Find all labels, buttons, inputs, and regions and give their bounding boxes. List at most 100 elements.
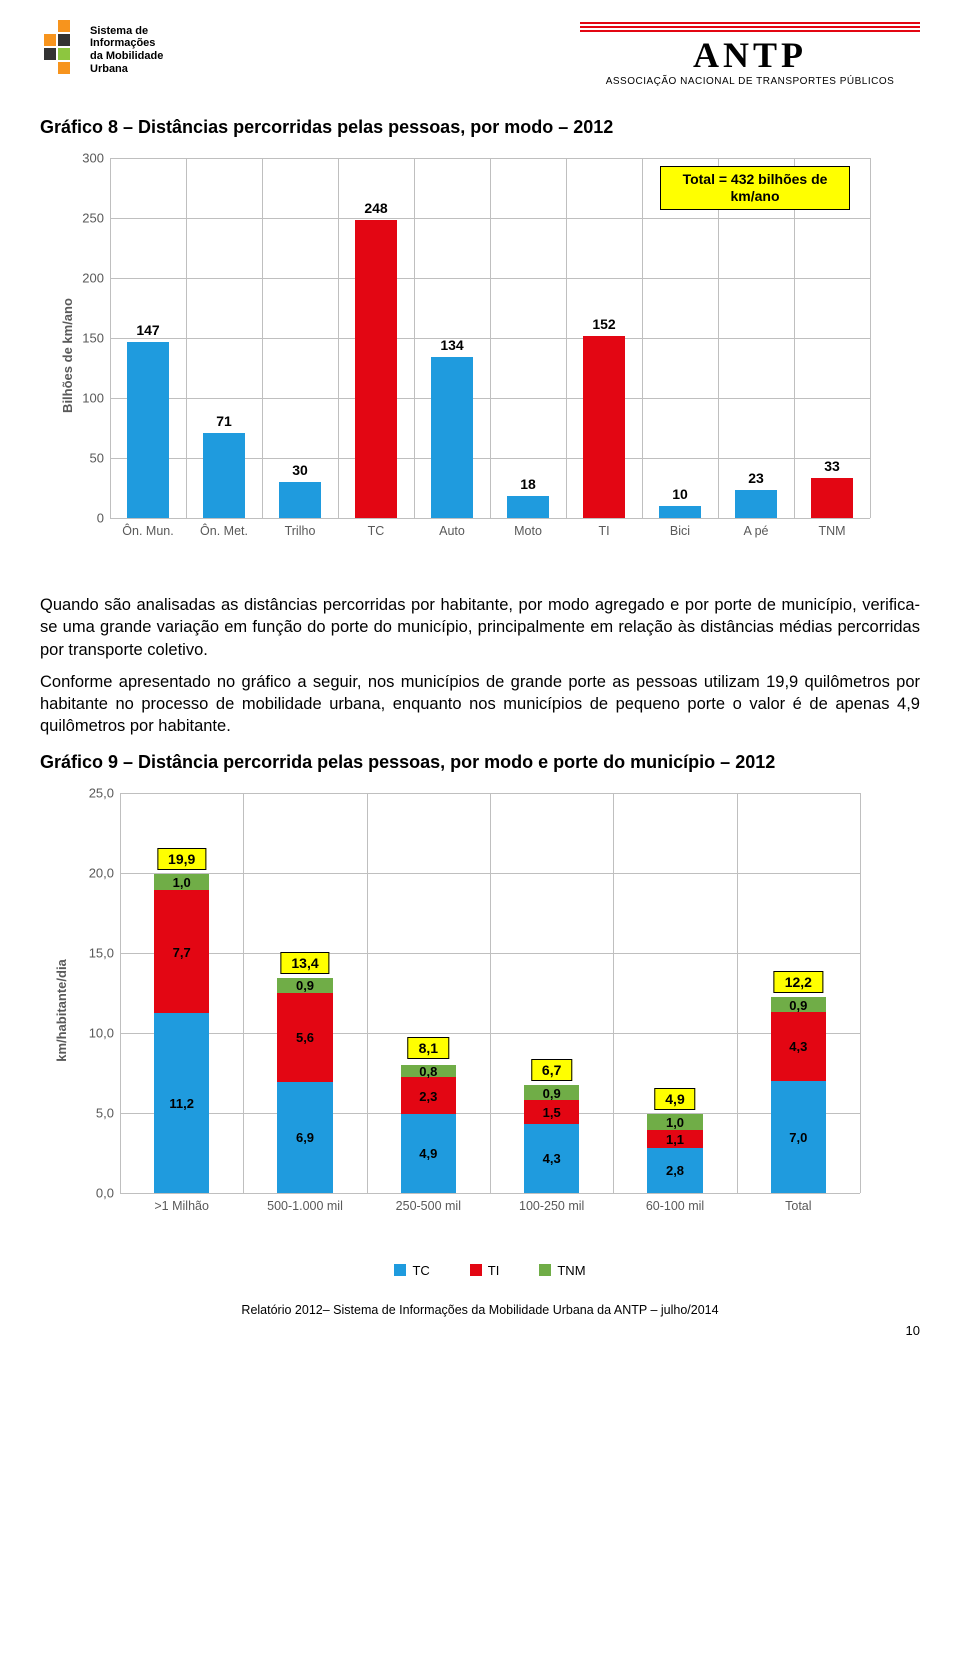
logo-line: da Mobilidade <box>90 50 163 63</box>
chart2-plot: 0,05,010,015,020,025,011,27,71,019,9>1 M… <box>120 793 860 1193</box>
y-tick-label: 25,0 <box>89 785 120 800</box>
chart2: km/habitante/dia 0,05,010,015,020,025,01… <box>40 783 920 1263</box>
x-tick-label: Auto <box>439 518 465 538</box>
gridline-vertical <box>186 158 187 518</box>
x-tick-label: Ôn. Met. <box>200 518 248 538</box>
x-tick-label: 500-1.000 mil <box>267 1193 343 1213</box>
bar-total-label: 19,9 <box>157 848 206 870</box>
segment-label: 0,9 <box>296 978 314 993</box>
header-logos: Sistema de Informações da Mobilidade Urb… <box>40 20 920 87</box>
gridline-vertical <box>737 793 738 1193</box>
gridline-vertical <box>414 158 415 518</box>
stacked-bar <box>401 1065 457 1193</box>
legend-label: TNM <box>557 1263 585 1278</box>
x-tick-label: TC <box>368 518 385 538</box>
bar-value-label: 152 <box>592 316 615 336</box>
y-tick-label: 5,0 <box>96 1105 120 1120</box>
chart2-y-axis-title: km/habitante/dia <box>54 959 69 1062</box>
gridline-vertical <box>243 793 244 1193</box>
x-tick-label: Total <box>785 1193 811 1213</box>
gridline-vertical <box>613 793 614 1193</box>
legend-swatch <box>470 1264 482 1276</box>
bar-value-label: 30 <box>292 462 308 482</box>
bar-value-label: 71 <box>216 413 232 433</box>
antp-logo-text: ANTP <box>580 34 920 76</box>
gridline-vertical <box>110 158 111 518</box>
segment-label: 0,8 <box>419 1064 437 1079</box>
bar-value-label: 147 <box>136 322 159 342</box>
bar-value-label: 134 <box>440 337 463 357</box>
segment-label: 1,0 <box>173 875 191 890</box>
bar <box>583 336 626 518</box>
stacked-bar <box>154 874 210 1192</box>
y-tick-label: 0,0 <box>96 1185 120 1200</box>
logo-line: Sistema de <box>90 25 163 38</box>
y-tick-label: 300 <box>82 151 110 166</box>
x-tick-label: >1 Milhão <box>154 1193 209 1213</box>
gridline-vertical <box>490 158 491 518</box>
y-tick-label: 150 <box>82 331 110 346</box>
bar <box>127 342 170 518</box>
gridline-vertical <box>566 158 567 518</box>
segment-label: 2,8 <box>666 1163 684 1178</box>
legend-swatch <box>394 1264 406 1276</box>
segment-label: 2,3 <box>419 1089 437 1104</box>
y-tick-label: 0 <box>97 511 110 526</box>
segment-label: 7,7 <box>173 945 191 960</box>
chart1-annotation: Total = 432 bilhões de km/ano <box>660 166 850 210</box>
segment-label: 1,0 <box>666 1115 684 1130</box>
bar <box>431 357 474 518</box>
y-tick-label: 15,0 <box>89 945 120 960</box>
x-tick-label: 60-100 mil <box>646 1193 704 1213</box>
antp-lines-icon <box>580 22 920 32</box>
bar-total-label: 13,4 <box>280 952 329 974</box>
segment-label: 4,3 <box>789 1039 807 1054</box>
segment-label: 6,9 <box>296 1130 314 1145</box>
x-tick-label: TNM <box>818 518 845 538</box>
bar-total-label: 6,7 <box>531 1059 572 1081</box>
legend-item: TC <box>394 1263 429 1278</box>
gridline-vertical <box>860 793 861 1193</box>
x-tick-label: Trilho <box>285 518 316 538</box>
bar-value-label: 23 <box>748 470 764 490</box>
bar-total-label: 12,2 <box>774 971 823 993</box>
bar-value-label: 248 <box>364 200 387 220</box>
x-tick-label: Ôn. Mun. <box>122 518 173 538</box>
y-tick-label: 250 <box>82 211 110 226</box>
bar <box>659 506 702 518</box>
paragraph-2: Conforme apresentado no gráfico a seguir… <box>40 671 920 738</box>
left-logo-icon <box>40 20 82 80</box>
legend-item: TI <box>470 1263 500 1278</box>
gridline-vertical <box>870 158 871 518</box>
y-tick-label: 10,0 <box>89 1025 120 1040</box>
chart1-y-axis-title: Bilhões de km/ano <box>60 298 75 413</box>
legend-label: TI <box>488 1263 500 1278</box>
chart1: Bilhões de km/ano 0 50 100 150 200 250 300 147 Ô… <box>40 148 920 578</box>
y-tick-label: 100 <box>82 391 110 406</box>
gridline-vertical <box>367 793 368 1193</box>
segment-label: 5,6 <box>296 1030 314 1045</box>
segment-label: 4,9 <box>419 1146 437 1161</box>
chart1-title: Gráfico 8 – Distâncias percorridas pelas… <box>40 117 920 138</box>
footer-text: Relatório 2012– Sistema de Informações d… <box>40 1303 920 1317</box>
bar-total-label: 8,1 <box>408 1037 449 1059</box>
gridline-vertical <box>338 158 339 518</box>
legend-swatch <box>539 1264 551 1276</box>
logo-right: ANTP ASSOCIAÇÃO NACIONAL DE TRANSPORTES … <box>580 20 920 87</box>
logo-line: Urbana <box>90 63 163 76</box>
x-tick-label: Bici <box>670 518 690 538</box>
y-tick-label: 200 <box>82 271 110 286</box>
gridline-vertical <box>718 158 719 518</box>
bar-value-label: 10 <box>672 486 688 506</box>
page-number: 10 <box>40 1323 920 1338</box>
gridline-vertical <box>642 158 643 518</box>
logo-line: Informações <box>90 37 163 50</box>
segment-label: 1,5 <box>543 1105 561 1120</box>
legend-label: TC <box>412 1263 429 1278</box>
bar <box>355 220 398 518</box>
bar-value-label: 33 <box>824 458 840 478</box>
y-tick-label: 50 <box>90 451 110 466</box>
segment-label: 1,1 <box>666 1132 684 1147</box>
stacked-bar <box>524 1085 580 1192</box>
segment-label: 0,9 <box>789 998 807 1013</box>
